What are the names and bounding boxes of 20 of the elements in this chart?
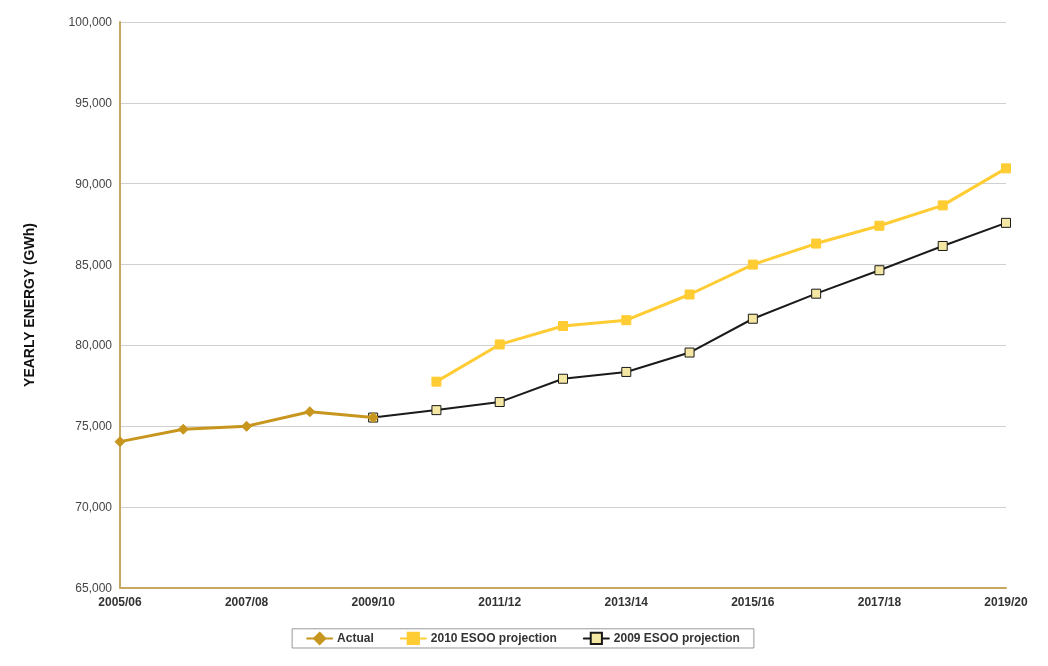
x-tick-label: 2009/10 (351, 595, 396, 609)
y-axis-title: YEARLY ENERGY (GWh) (21, 223, 37, 387)
y-tick-label: 70,000 (75, 500, 113, 515)
legend-label: 2010 ESOO projection (430, 631, 557, 646)
y-tick-label: 75,000 (75, 419, 113, 434)
x-tick-label: 2011/12 (478, 595, 522, 609)
y-tick-label: 65,000 (75, 581, 113, 595)
y-tick-label: 85,000 (75, 257, 113, 272)
legend-label: 2009 ESOO projection (613, 631, 740, 646)
x-tick-label: 2013/14 (604, 595, 649, 609)
y-tick-label: 90,000 (75, 176, 113, 191)
x-tick-label: 2019/20 (984, 595, 1029, 609)
x-tick-label: 2007/08 (224, 595, 269, 609)
y-tick-label: 100,000 (68, 15, 113, 29)
x-tick-label: 2015/16 (731, 595, 775, 609)
x-tick-label: 2005/06 (98, 595, 143, 609)
y-tick-label: 80,000 (75, 338, 113, 353)
legend-label: Actual (337, 631, 374, 646)
x-tick-label: 2017/18 (857, 595, 902, 609)
y-tick-label: 95,000 (75, 95, 113, 110)
